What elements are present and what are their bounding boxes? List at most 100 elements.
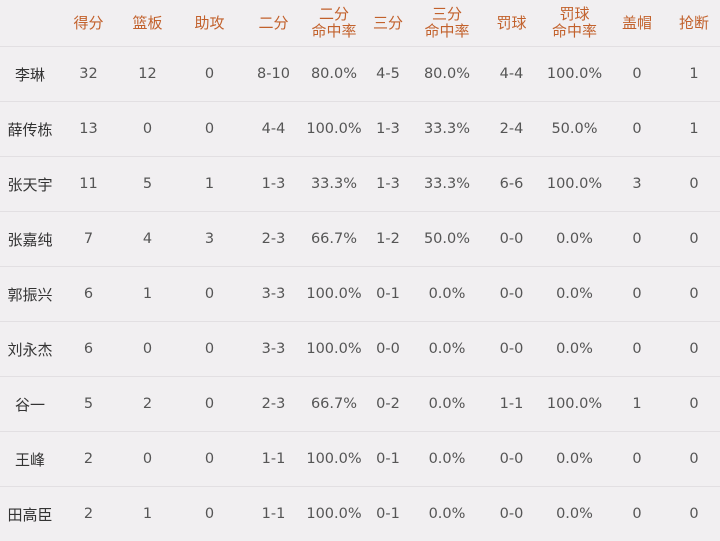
stat-cell: 100.0% <box>543 377 606 432</box>
stat-cell: 4-5 <box>362 47 414 102</box>
stat-cell: 2-4 <box>480 102 543 157</box>
stat-cell: 1-3 <box>362 102 414 157</box>
player-name: 田高臣 <box>0 487 60 541</box>
stat-cell: 0.0% <box>543 322 606 377</box>
stat-cell: 4-4 <box>241 102 306 157</box>
stat-cell: 12 <box>117 47 178 102</box>
stat-cell: 0-0 <box>480 432 543 487</box>
player-name: 郭振兴 <box>0 267 60 322</box>
stat-cell: 4 <box>117 212 178 267</box>
stat-cell: 1 <box>117 487 178 541</box>
player-name: 王峰 <box>0 432 60 487</box>
stat-cell: 0 <box>178 322 241 377</box>
stat-cell: 1 <box>178 157 241 212</box>
stat-cell: 0 <box>668 487 720 541</box>
stat-cell: 3 <box>178 212 241 267</box>
stat-cell: 0 <box>606 102 668 157</box>
stat-cell: 0-1 <box>362 487 414 541</box>
stat-cell: 0 <box>178 47 241 102</box>
column-header: 助攻 <box>178 0 241 47</box>
stat-cell: 0 <box>668 322 720 377</box>
stat-cell: 0 <box>668 432 720 487</box>
stat-cell: 8-10 <box>241 47 306 102</box>
stat-cell: 0-0 <box>480 267 543 322</box>
stat-cell: 13 <box>60 102 117 157</box>
stat-cell: 0 <box>117 432 178 487</box>
stat-cell: 1-1 <box>241 432 306 487</box>
stat-cell: 1-3 <box>241 157 306 212</box>
stat-cell: 33.3% <box>414 157 480 212</box>
stat-cell: 100.0% <box>306 102 362 157</box>
stat-cell: 3 <box>606 157 668 212</box>
stat-cell: 4-4 <box>480 47 543 102</box>
stat-cell: 0.0% <box>414 322 480 377</box>
stat-cell: 0 <box>606 267 668 322</box>
stat-cell: 0-0 <box>480 322 543 377</box>
column-header: 二分 命中率 <box>306 0 362 47</box>
column-header: 三分 命中率 <box>414 0 480 47</box>
stat-cell: 6 <box>60 322 117 377</box>
stat-cell: 7 <box>60 212 117 267</box>
stat-cell: 1 <box>668 102 720 157</box>
player-name: 张嘉纯 <box>0 212 60 267</box>
stat-cell: 0 <box>668 212 720 267</box>
stat-cell: 0.0% <box>414 267 480 322</box>
stat-cell: 6 <box>60 267 117 322</box>
column-header: 得分 <box>60 0 117 47</box>
stat-cell: 100.0% <box>306 432 362 487</box>
stat-cell: 0-2 <box>362 377 414 432</box>
stat-cell: 0.0% <box>414 377 480 432</box>
stat-cell: 0 <box>668 377 720 432</box>
stat-cell: 100.0% <box>543 47 606 102</box>
stat-cell: 50.0% <box>414 212 480 267</box>
stat-cell: 1 <box>668 47 720 102</box>
stat-cell: 32 <box>60 47 117 102</box>
player-name: 李琳 <box>0 47 60 102</box>
stat-cell: 0 <box>668 157 720 212</box>
column-header: 三分 <box>362 0 414 47</box>
stat-cell: 0.0% <box>414 432 480 487</box>
stat-cell: 0 <box>606 322 668 377</box>
stat-cell: 100.0% <box>306 487 362 541</box>
stat-cell: 50.0% <box>543 102 606 157</box>
stat-cell: 80.0% <box>414 47 480 102</box>
stat-cell: 5 <box>60 377 117 432</box>
stat-cell: 0.0% <box>543 267 606 322</box>
stat-cell: 0 <box>606 432 668 487</box>
stat-cell: 0 <box>178 267 241 322</box>
stat-cell: 0 <box>178 487 241 541</box>
stat-cell: 2 <box>60 487 117 541</box>
column-header: 二分 <box>241 0 306 47</box>
stat-cell: 0 <box>606 487 668 541</box>
stat-cell: 1 <box>117 267 178 322</box>
stat-cell: 100.0% <box>306 322 362 377</box>
stat-cell: 0 <box>606 47 668 102</box>
stat-cell: 0 <box>178 102 241 157</box>
stat-cell: 0.0% <box>543 432 606 487</box>
column-header <box>0 0 60 47</box>
stat-cell: 0-1 <box>362 267 414 322</box>
stat-cell: 0 <box>606 212 668 267</box>
column-header: 抢断 <box>668 0 720 47</box>
stat-cell: 0 <box>178 377 241 432</box>
player-name: 张天宇 <box>0 157 60 212</box>
player-name: 薛传栋 <box>0 102 60 157</box>
stat-cell: 80.0% <box>306 47 362 102</box>
stat-cell: 0.0% <box>543 212 606 267</box>
stat-cell: 0 <box>668 267 720 322</box>
stat-cell: 2 <box>60 432 117 487</box>
stat-cell: 0-0 <box>480 487 543 541</box>
stat-cell: 2-3 <box>241 212 306 267</box>
stat-cell: 6-6 <box>480 157 543 212</box>
stat-cell: 33.3% <box>306 157 362 212</box>
